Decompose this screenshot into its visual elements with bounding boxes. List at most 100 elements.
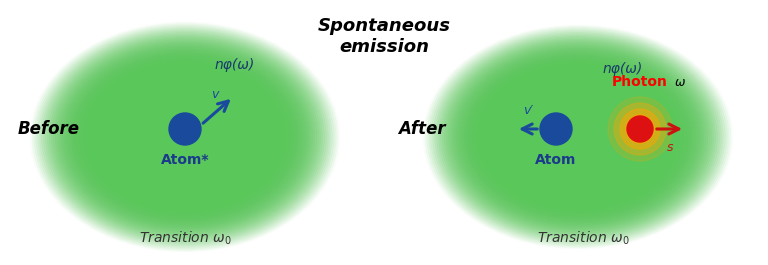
Ellipse shape (498, 80, 657, 195)
Ellipse shape (554, 120, 601, 154)
Ellipse shape (55, 41, 315, 233)
Ellipse shape (553, 119, 603, 155)
Ellipse shape (36, 26, 334, 248)
Ellipse shape (61, 45, 309, 229)
Text: Photon: Photon (612, 75, 668, 89)
Ellipse shape (133, 98, 237, 176)
Ellipse shape (543, 112, 613, 162)
Ellipse shape (479, 66, 677, 208)
Ellipse shape (520, 95, 636, 179)
Ellipse shape (44, 32, 326, 242)
Ellipse shape (435, 33, 721, 241)
Ellipse shape (73, 54, 297, 220)
Ellipse shape (150, 111, 220, 163)
Ellipse shape (48, 35, 323, 239)
Ellipse shape (489, 73, 667, 201)
Ellipse shape (181, 134, 189, 140)
Ellipse shape (535, 106, 621, 168)
Ellipse shape (473, 61, 683, 213)
Ellipse shape (501, 81, 656, 193)
Ellipse shape (510, 88, 646, 186)
Ellipse shape (450, 45, 706, 229)
Ellipse shape (170, 126, 200, 148)
Ellipse shape (512, 89, 644, 185)
Ellipse shape (41, 31, 329, 243)
Ellipse shape (491, 74, 665, 200)
Ellipse shape (65, 48, 305, 226)
Ellipse shape (436, 35, 720, 239)
Ellipse shape (506, 85, 650, 189)
Ellipse shape (119, 88, 251, 186)
Ellipse shape (108, 80, 263, 195)
Ellipse shape (564, 127, 591, 147)
Ellipse shape (101, 75, 268, 199)
Circle shape (626, 115, 654, 143)
Ellipse shape (114, 84, 257, 190)
Ellipse shape (105, 78, 264, 196)
Ellipse shape (574, 134, 582, 140)
Ellipse shape (469, 59, 687, 215)
Ellipse shape (508, 87, 647, 187)
Ellipse shape (456, 49, 700, 225)
Ellipse shape (566, 129, 590, 145)
Ellipse shape (465, 56, 690, 218)
Ellipse shape (477, 64, 679, 210)
Ellipse shape (146, 108, 223, 166)
Text: Atom: Atom (535, 153, 577, 167)
Ellipse shape (174, 128, 197, 146)
Ellipse shape (571, 131, 586, 143)
Ellipse shape (427, 28, 729, 246)
Ellipse shape (104, 77, 266, 197)
Ellipse shape (92, 68, 278, 206)
Ellipse shape (446, 42, 710, 232)
Ellipse shape (123, 91, 247, 183)
Ellipse shape (32, 23, 338, 251)
Ellipse shape (131, 97, 240, 177)
Ellipse shape (502, 82, 654, 192)
Ellipse shape (558, 123, 598, 151)
Text: After: After (398, 120, 445, 138)
Ellipse shape (175, 130, 194, 144)
Ellipse shape (487, 71, 669, 203)
Ellipse shape (137, 101, 233, 173)
Ellipse shape (541, 111, 615, 164)
Ellipse shape (127, 94, 243, 180)
Ellipse shape (572, 133, 584, 141)
Ellipse shape (142, 105, 227, 169)
Ellipse shape (495, 77, 661, 197)
Circle shape (608, 97, 672, 161)
Ellipse shape (524, 98, 632, 176)
Ellipse shape (160, 118, 210, 156)
Ellipse shape (74, 55, 296, 219)
Ellipse shape (516, 92, 640, 182)
Text: nφ(ω): nφ(ω) (215, 58, 255, 72)
Text: Spontaneous
emission: Spontaneous emission (317, 17, 451, 56)
Ellipse shape (454, 47, 702, 227)
Ellipse shape (528, 101, 628, 173)
Ellipse shape (462, 53, 694, 221)
Ellipse shape (521, 96, 634, 178)
Ellipse shape (118, 87, 253, 187)
Ellipse shape (96, 71, 274, 203)
Ellipse shape (166, 123, 204, 151)
Ellipse shape (561, 124, 595, 150)
Ellipse shape (493, 76, 664, 198)
Ellipse shape (121, 90, 249, 184)
Ellipse shape (514, 91, 642, 183)
Ellipse shape (94, 69, 276, 205)
Ellipse shape (154, 114, 216, 160)
Ellipse shape (518, 94, 638, 180)
Ellipse shape (51, 38, 319, 236)
Ellipse shape (88, 65, 282, 209)
Ellipse shape (530, 102, 627, 172)
Ellipse shape (67, 49, 303, 225)
Ellipse shape (442, 39, 713, 235)
Ellipse shape (162, 120, 208, 154)
Ellipse shape (148, 110, 222, 164)
Ellipse shape (59, 43, 311, 231)
Ellipse shape (475, 63, 680, 211)
Circle shape (620, 109, 660, 149)
Ellipse shape (472, 60, 684, 214)
Ellipse shape (171, 127, 199, 147)
Ellipse shape (551, 117, 605, 157)
